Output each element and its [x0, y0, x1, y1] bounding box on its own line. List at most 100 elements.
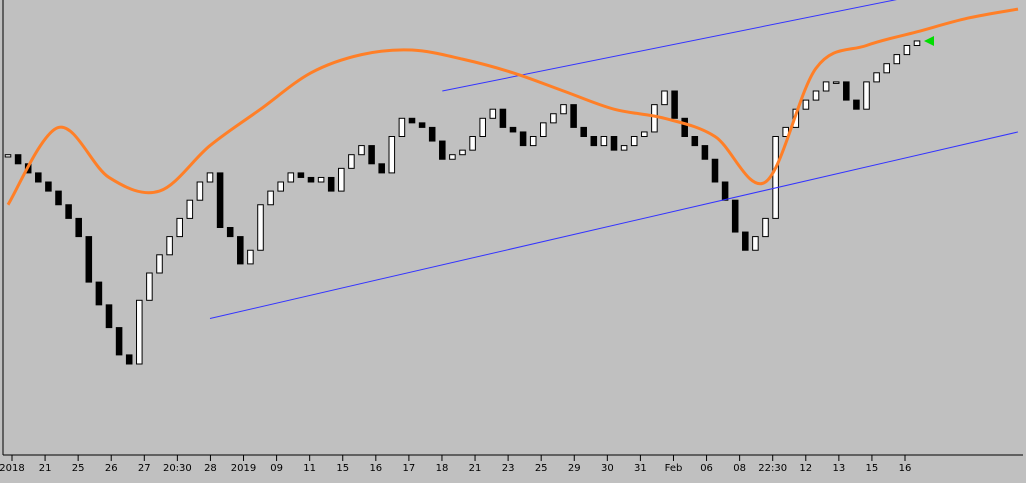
- candle: [55, 190, 62, 206]
- x-tick-label: 06: [700, 463, 713, 474]
- candle: [590, 136, 598, 147]
- candle: [550, 113, 557, 124]
- x-tick-label: 2019: [231, 463, 256, 474]
- candle: [570, 104, 577, 128]
- candle: [439, 140, 446, 160]
- candle: [388, 136, 396, 174]
- candle: [196, 181, 204, 201]
- candle: [4, 154, 12, 158]
- candle: [691, 136, 699, 147]
- candle: [358, 145, 365, 156]
- x-tick-label: 18: [436, 463, 449, 474]
- candle: [75, 217, 82, 238]
- candle: [509, 126, 517, 133]
- candle: [701, 145, 709, 160]
- x-tick-label: 20:30: [163, 463, 192, 474]
- candle: [600, 136, 608, 147]
- candle: [772, 136, 779, 219]
- candle: [630, 136, 638, 147]
- candle: [560, 104, 567, 115]
- candle: [338, 167, 345, 192]
- candle: [418, 122, 426, 128]
- candle: [105, 304, 113, 329]
- plot-area: [3, 0, 1023, 455]
- x-tick-label: 09: [270, 463, 283, 474]
- candle: [267, 190, 274, 206]
- candle: [843, 81, 850, 101]
- candle: [115, 327, 123, 356]
- x-tick-label: 29: [568, 463, 581, 474]
- candle: [822, 81, 830, 92]
- candle: [297, 172, 305, 178]
- candle: [913, 40, 921, 47]
- x-tick-label: 21: [39, 463, 52, 474]
- candle: [540, 122, 547, 137]
- candle: [863, 81, 870, 110]
- candle: [317, 176, 325, 183]
- candle: [519, 131, 527, 147]
- x-tick-label: 13: [832, 463, 845, 474]
- orange-curve: [6, 7, 1019, 206]
- x-tick-label: 15: [336, 463, 349, 474]
- candle: [711, 158, 719, 183]
- x-tick-label: 16: [369, 463, 382, 474]
- candle: [883, 63, 890, 74]
- candle: [45, 181, 52, 192]
- candle: [226, 227, 234, 238]
- candle: [893, 54, 901, 65]
- candle: [247, 249, 254, 265]
- candle: [873, 72, 880, 83]
- trend-line: [209, 131, 1019, 319]
- x-axis-ticks: 2018 21 25 26 27 20:30 28 2019 09 11 15 16 17 18 21 23 2…: [0, 455, 911, 474]
- overlays-group: [6, 0, 1019, 319]
- x-tick-label: 31: [634, 463, 647, 474]
- x-tick-label: Feb: [665, 463, 683, 474]
- candle: [146, 272, 153, 301]
- candle: [762, 217, 769, 238]
- candle: [479, 117, 486, 138]
- candle: [237, 236, 244, 265]
- x-tick-label: 16: [899, 463, 912, 474]
- x-tick-label: 17: [403, 463, 416, 474]
- candle: [307, 176, 315, 183]
- candle: [742, 231, 749, 251]
- candle: [610, 136, 618, 151]
- candle: [903, 45, 911, 56]
- candle: [681, 117, 688, 138]
- candle: [651, 104, 658, 133]
- candle: [257, 204, 264, 251]
- x-tick-label: 25: [72, 463, 85, 474]
- x-tick-label: 22:30: [758, 463, 787, 474]
- candle: [752, 236, 759, 251]
- x-tick-label: 26: [105, 463, 118, 474]
- candle: [35, 172, 42, 183]
- candle: [136, 299, 143, 365]
- candle: [216, 172, 224, 228]
- x-tick-label: 2018: [0, 463, 25, 474]
- x-tick-label: 21: [469, 463, 482, 474]
- candle: [580, 126, 587, 138]
- x-tick-label: 30: [601, 463, 614, 474]
- candle: [620, 145, 628, 151]
- candle: [459, 149, 466, 156]
- candle: [449, 154, 456, 160]
- last-price-marker: [924, 35, 934, 46]
- candle: [812, 90, 820, 101]
- candle: [731, 199, 739, 233]
- candle: [721, 181, 729, 201]
- candle: [65, 204, 72, 219]
- x-tick-label: 12: [799, 463, 812, 474]
- candle: [489, 108, 497, 119]
- candle: [408, 117, 416, 124]
- candle: [529, 136, 537, 147]
- x-tick-label: 11: [303, 463, 316, 474]
- candle: [499, 108, 507, 128]
- x-tick-label: 25: [535, 463, 548, 474]
- candle: [287, 172, 295, 183]
- candle: [176, 217, 183, 238]
- candle: [671, 90, 678, 119]
- candle: [125, 354, 133, 365]
- candle: [14, 154, 22, 165]
- candle: [802, 99, 810, 110]
- candle: [428, 126, 436, 142]
